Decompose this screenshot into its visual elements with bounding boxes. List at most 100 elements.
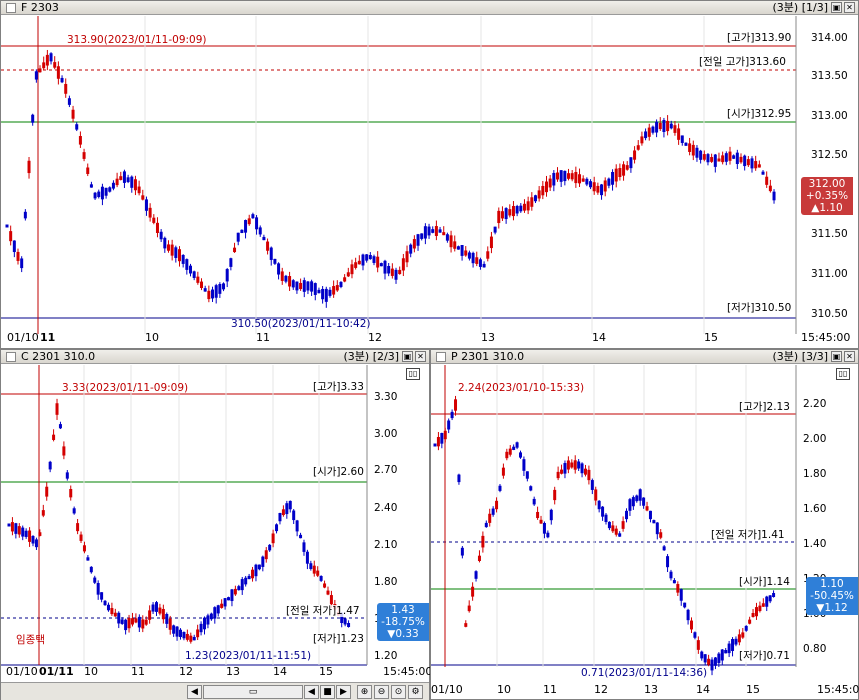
min-annotation: 310.50(2023/01/11-10:42) (231, 318, 371, 330)
put-title-bar[interactable]: P 2301 310.0 (3분) [3/3] ▣ ✕ (431, 350, 858, 364)
scroll-left-button[interactable]: ◀ (187, 685, 202, 699)
candle (724, 650, 728, 654)
candle (618, 168, 622, 177)
tools-icon[interactable]: ⚙ (408, 685, 423, 699)
current-change: ▼1.12 (816, 602, 848, 614)
window-checkbox[interactable] (6, 3, 16, 13)
candle (328, 289, 332, 296)
window-checkbox[interactable] (6, 352, 16, 362)
candle (505, 451, 509, 459)
candle (100, 186, 104, 200)
candle (482, 263, 486, 268)
candle (5, 224, 9, 228)
candle (120, 619, 124, 624)
current-change: ▲1.10 (811, 202, 843, 214)
close-icon[interactable]: ✕ (415, 351, 426, 362)
indicator-button[interactable]: ▯▯ (406, 368, 420, 380)
candle (104, 187, 108, 196)
candle (710, 157, 714, 162)
high-label: [고가]3.33 (313, 381, 364, 393)
candle (735, 152, 739, 165)
chart-scrollbar[interactable]: ◀ ▭ ◀ ■ ▶ ⊕ ⊖ ⊙ ⚙ (1, 682, 429, 700)
candle (151, 604, 155, 612)
zoom-out-icon[interactable]: ⊖ (374, 685, 389, 699)
candle (486, 251, 490, 259)
close-icon[interactable]: ✕ (844, 351, 855, 362)
candle (42, 62, 46, 69)
candle (710, 659, 714, 671)
candle (141, 619, 145, 629)
price-tick: 314.00 (811, 32, 848, 44)
prev-low-label: [전일 저가]1.41 (711, 529, 785, 541)
candle (379, 263, 383, 267)
candle (754, 607, 758, 617)
candle (62, 446, 66, 456)
zoom-fit-icon[interactable]: ⊙ (391, 685, 406, 699)
time-label: 15 (319, 665, 333, 678)
candle (519, 205, 523, 212)
candle (489, 236, 493, 249)
candle (438, 229, 442, 233)
candle (655, 522, 659, 535)
candle (484, 522, 488, 528)
window-checkbox[interactable] (436, 352, 446, 362)
settings-icon[interactable]: ▣ (831, 351, 842, 362)
candle (41, 510, 45, 516)
candle (453, 241, 457, 249)
candle (604, 514, 608, 522)
candle (471, 252, 475, 264)
candle (213, 607, 217, 619)
futures-title-bar[interactable]: F 2303 (3분) [1/3] ▣ ✕ (1, 1, 858, 15)
time-label: 15:45:00 (383, 665, 433, 678)
candle (277, 263, 281, 275)
candle (53, 62, 57, 68)
candle (450, 411, 454, 419)
candle (504, 208, 508, 220)
candle (495, 500, 499, 510)
candle (237, 586, 241, 591)
candle (288, 276, 292, 287)
time-label: 13 (644, 683, 658, 696)
candle (275, 524, 279, 532)
candle (585, 178, 589, 185)
candle (255, 217, 259, 230)
candle (699, 150, 703, 160)
candle (209, 613, 213, 620)
candle (271, 533, 275, 544)
candle (27, 160, 31, 174)
zoom-in-icon[interactable]: ⊕ (357, 685, 372, 699)
candle (566, 460, 570, 470)
time-label: 01/10 (7, 331, 39, 344)
candle (607, 178, 611, 186)
high-label: [고가]2.13 (739, 401, 790, 413)
candle (122, 171, 126, 183)
candle (592, 182, 596, 192)
stop-icon[interactable]: ■ (320, 685, 335, 699)
put-title: P 2301 310.0 (451, 350, 525, 363)
play-left-icon[interactable]: ◀ (304, 685, 319, 699)
candle (512, 446, 516, 450)
candle (31, 114, 35, 123)
candle (137, 616, 141, 628)
candle (652, 520, 656, 524)
candle (179, 629, 182, 638)
candle (539, 519, 543, 524)
play-right-icon[interactable]: ▶ (336, 685, 351, 699)
settings-icon[interactable]: ▣ (831, 2, 842, 13)
candle (9, 231, 13, 242)
indicator-button[interactable]: ▯▯ (836, 368, 850, 380)
candle (323, 583, 327, 588)
scroll-thumb[interactable]: ▭ (203, 685, 303, 699)
candle (56, 66, 60, 79)
candle (556, 172, 559, 180)
candle (148, 207, 152, 218)
candle (192, 636, 196, 641)
candle (168, 618, 172, 630)
close-icon[interactable]: ✕ (844, 2, 855, 13)
call-title-bar[interactable]: C 2301 310.0 (3분) [2/3] ▣ ✕ (1, 350, 429, 364)
settings-icon[interactable]: ▣ (402, 351, 413, 362)
candle (546, 532, 550, 538)
current-pct: -18.75% (381, 616, 425, 628)
time-label: 14 (696, 683, 710, 696)
candle (449, 235, 453, 248)
